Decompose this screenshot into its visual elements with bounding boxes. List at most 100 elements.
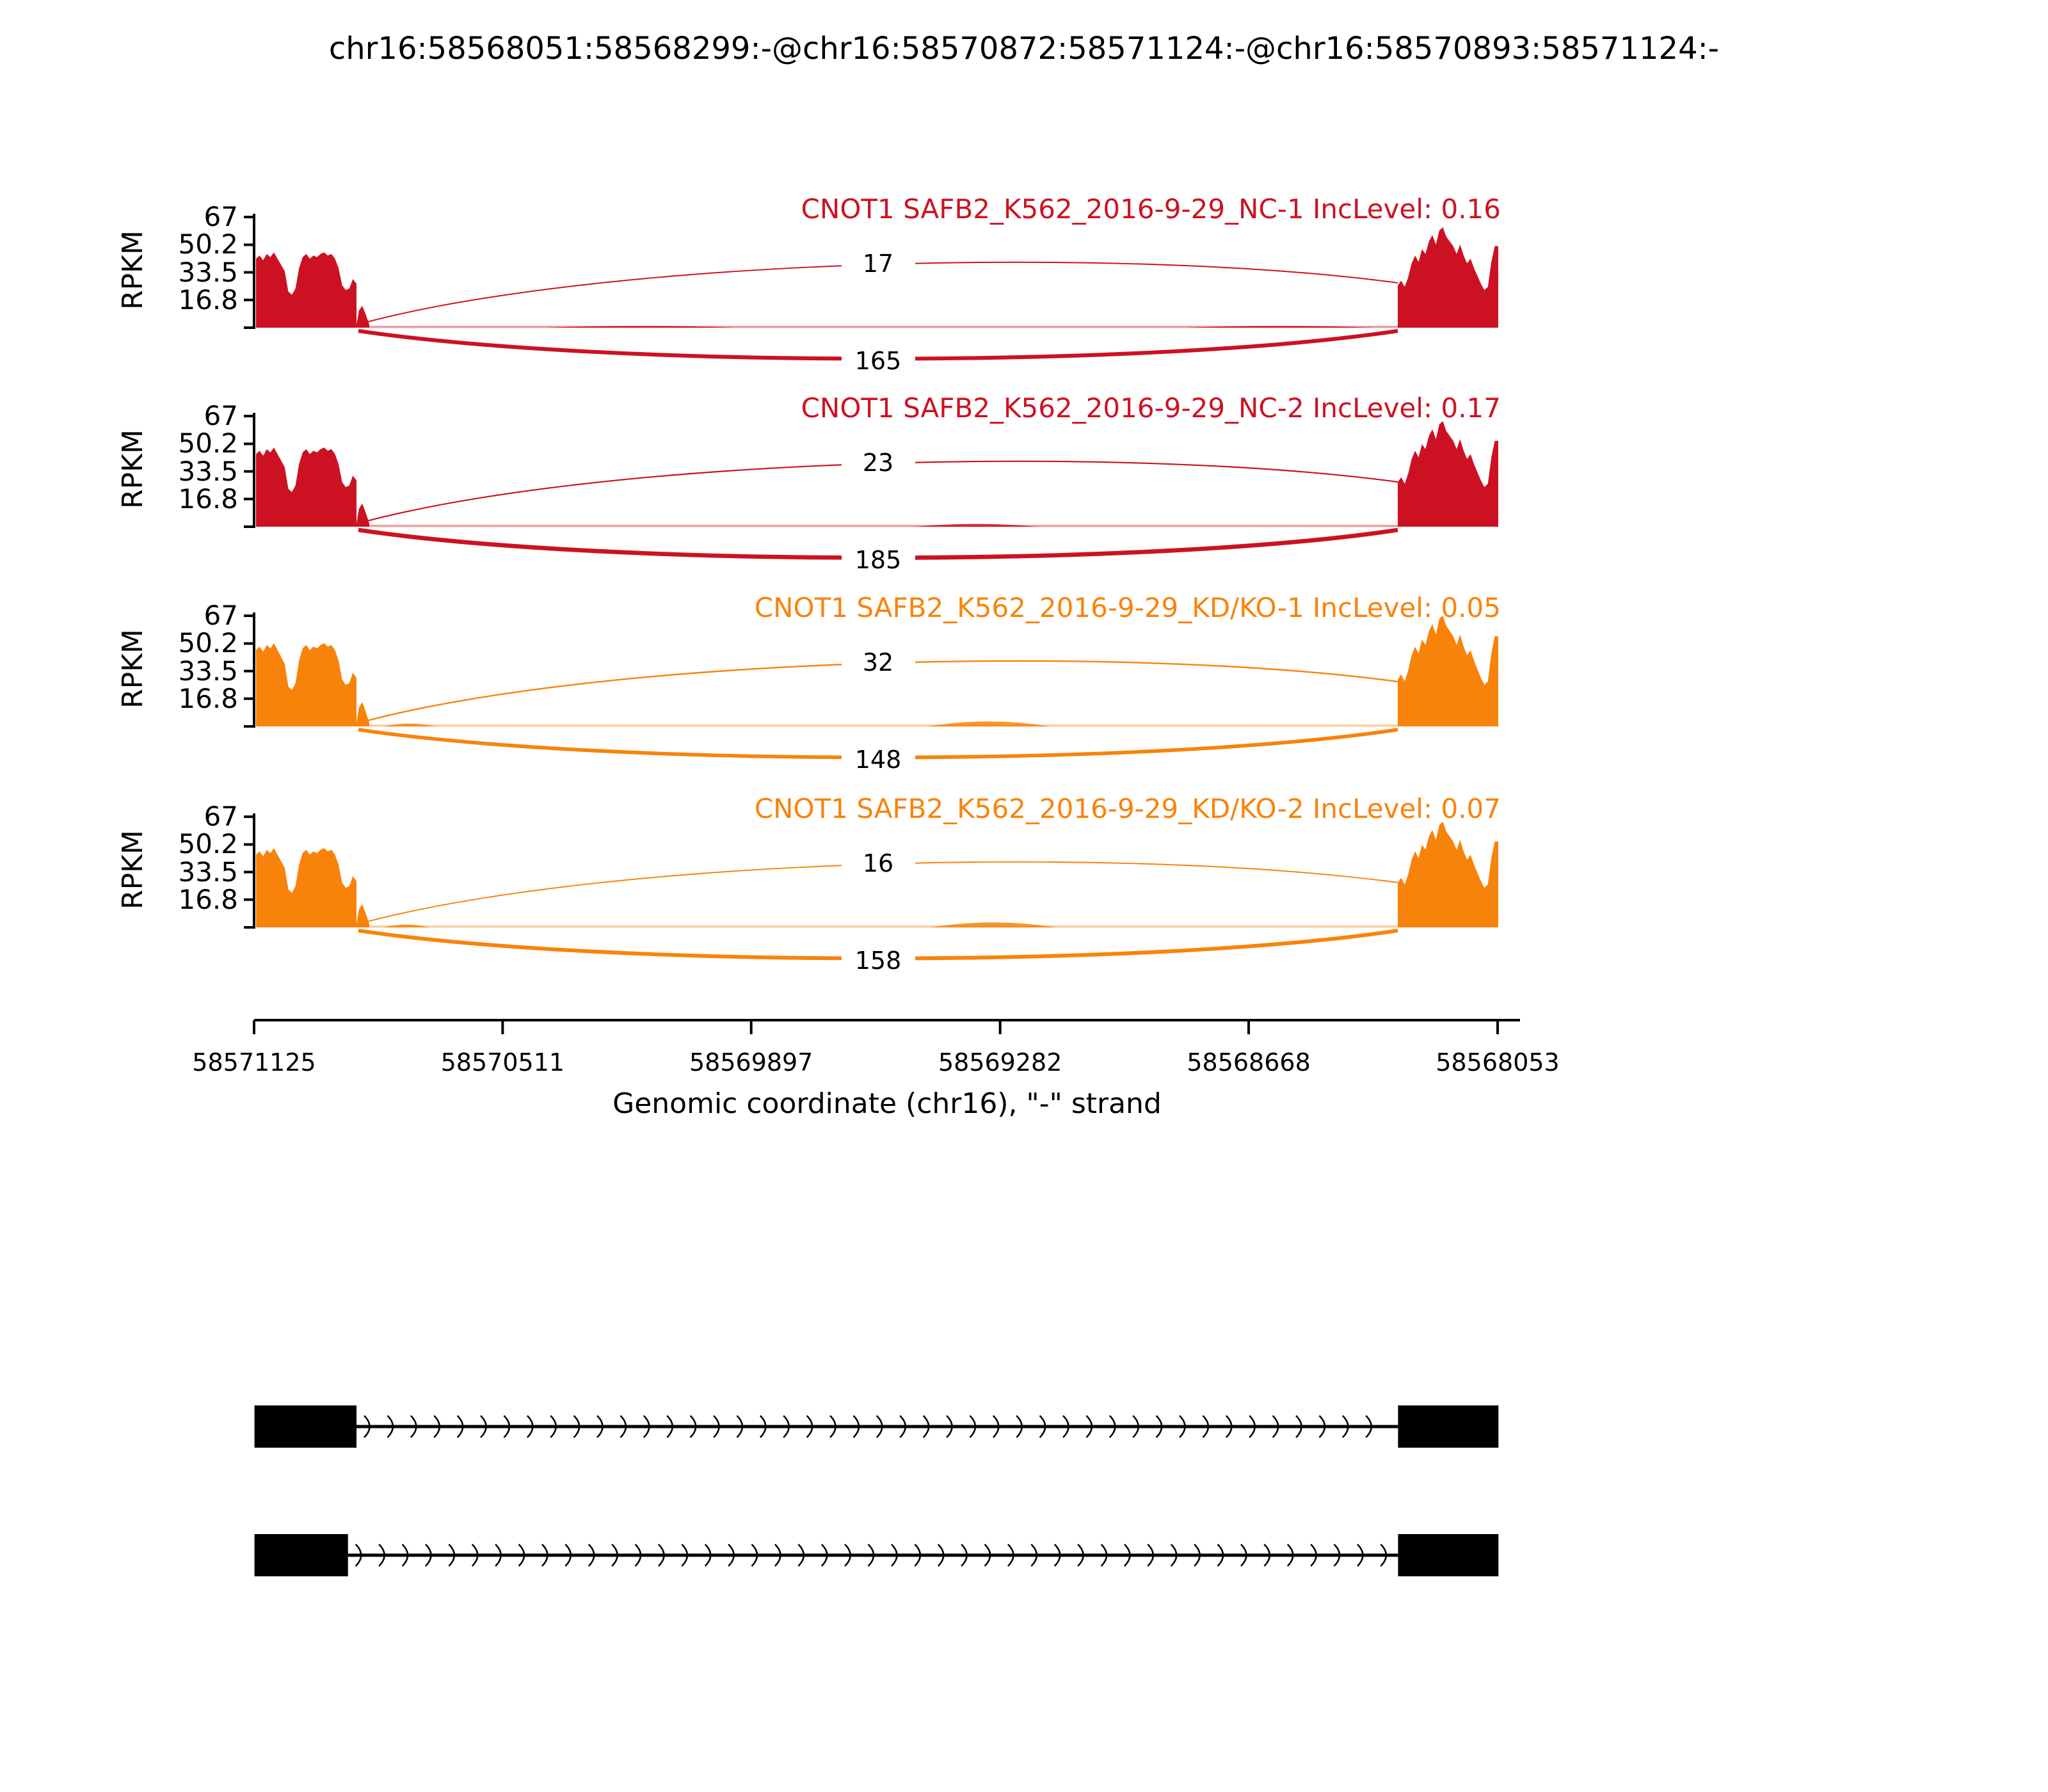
junction-count-upper: 16 <box>862 849 894 877</box>
strand-arrow-icon <box>471 1544 479 1567</box>
strand-arrow-icon <box>1039 1415 1046 1438</box>
strand-arrow-icon <box>937 1544 945 1567</box>
strand-arrow-icon <box>1085 1415 1093 1438</box>
label-gap <box>842 640 915 682</box>
strand-arrow-icon <box>433 1415 440 1438</box>
strand-arrow-icon <box>1053 1544 1061 1567</box>
track-3 <box>244 612 1498 774</box>
strand-arrow-icon <box>899 1415 906 1438</box>
exon-box <box>1398 1405 1499 1448</box>
strand-arrow-icon <box>867 1544 875 1567</box>
intron-coverage-bump <box>384 723 435 726</box>
strand-arrow-icon <box>992 1415 1000 1438</box>
y-tick-label: 16.8 <box>178 682 238 714</box>
label-gap <box>842 947 915 975</box>
strand-arrow-icon <box>1310 1544 1317 1567</box>
intron-baseline-coverage <box>369 925 1398 928</box>
strand-arrow-icon <box>820 1544 828 1567</box>
coverage-downstream-exon <box>1398 420 1498 527</box>
strand-arrow-icon <box>1341 1415 1349 1438</box>
strand-arrow-icon <box>401 1544 409 1567</box>
strand-arrow-icon <box>984 1544 991 1567</box>
y-tick-label: 33.5 <box>178 256 238 288</box>
strand-arrow-icon <box>364 1415 371 1438</box>
junction-count-lower: 165 <box>854 347 902 375</box>
coverage-upstream-exon <box>256 643 356 726</box>
strand-arrow-icon <box>774 1544 781 1567</box>
strand-arrow-icon <box>1100 1544 1108 1567</box>
y-axis-title: RPKM <box>116 429 149 509</box>
strand-arrow-icon <box>1179 1415 1186 1438</box>
strand-arrow-icon <box>480 1415 487 1438</box>
intron-coverage-bump <box>928 721 1050 726</box>
strand-arrow-icon <box>713 1415 720 1438</box>
strand-arrow-icon <box>681 1544 689 1567</box>
intron-baseline-coverage <box>369 724 1398 727</box>
y-tick-label: 50.2 <box>178 228 238 260</box>
strand-arrow-icon <box>1263 1544 1271 1567</box>
y-tick-label: 67 <box>204 801 238 833</box>
y-tick-label: 33.5 <box>178 856 238 888</box>
strand-arrow-icon <box>448 1544 456 1567</box>
y-tick-label: 67 <box>204 400 238 432</box>
coverage-downstream-exon <box>1398 821 1498 927</box>
strand-arrow-icon <box>658 1544 665 1567</box>
strand-arrow-icon <box>1132 1415 1139 1438</box>
strand-arrow-icon <box>1030 1544 1038 1567</box>
junction-count-lower: 158 <box>854 947 902 975</box>
coverage-upstream-exon <box>256 848 356 927</box>
strand-arrow-icon <box>829 1415 836 1438</box>
intron-baseline-coverage <box>369 525 1398 527</box>
strand-arrow-icon <box>1318 1415 1326 1438</box>
junction-count-upper: 32 <box>862 648 894 676</box>
y-tick-label: 16.8 <box>178 883 238 915</box>
strand-arrow-icon <box>550 1415 557 1438</box>
strand-arrow-icon <box>1272 1415 1279 1438</box>
x-tick-label: 58569282 <box>938 1048 1062 1076</box>
coverage-downstream-exon <box>1398 615 1498 726</box>
y-axis-title: RPKM <box>116 230 149 310</box>
strand-arrow-icon <box>946 1415 953 1438</box>
label-gap <box>842 546 915 575</box>
intron-baseline-coverage <box>369 326 1398 328</box>
x-tick-label: 58571125 <box>192 1048 316 1076</box>
track-4 <box>244 813 1498 975</box>
strand-arrow-icon <box>1147 1544 1155 1567</box>
transcript-2 <box>254 1534 1499 1576</box>
strand-arrow-icon <box>876 1415 883 1438</box>
strand-arrow-icon <box>634 1544 642 1567</box>
strand-arrow-icon <box>355 1544 362 1567</box>
strand-arrow-icon <box>1217 1544 1224 1567</box>
strand-arrow-icon <box>573 1415 580 1438</box>
transcript-1 <box>254 1405 1499 1448</box>
strand-arrow-icon <box>564 1544 572 1567</box>
strand-arrow-icon <box>969 1415 977 1438</box>
x-axis-title: Genomic coordinate (chr16), "-" strand <box>612 1087 1162 1120</box>
strand-arrow-icon <box>1077 1544 1084 1567</box>
strand-arrow-icon <box>1124 1544 1131 1567</box>
intron-coverage-bump <box>384 924 429 927</box>
label-gap <box>842 841 915 883</box>
junction-count-lower: 148 <box>854 746 902 774</box>
track-title: CNOT1 SAFB2_K562_2016-9-29_KD/KO-1 IncLe… <box>754 592 1501 623</box>
strand-arrow-icon <box>588 1544 595 1567</box>
strand-arrow-icon <box>844 1544 851 1567</box>
strand-arrow-icon <box>526 1415 534 1438</box>
strand-arrow-icon <box>1249 1415 1256 1438</box>
strand-arrow-icon <box>704 1544 712 1567</box>
strand-arrow-icon <box>410 1415 417 1438</box>
label-gap <box>842 746 915 774</box>
strand-arrow-icon <box>518 1544 525 1567</box>
strand-arrow-icon <box>1333 1544 1341 1567</box>
strand-arrow-icon <box>1155 1415 1163 1438</box>
strand-arrow-icon <box>689 1415 697 1438</box>
strand-arrow-icon <box>1007 1544 1014 1567</box>
intron-coverage-bump <box>915 524 1037 527</box>
y-tick-label: 50.2 <box>178 828 238 860</box>
label-gap <box>842 347 915 376</box>
x-tick-label: 58569897 <box>689 1048 813 1076</box>
intron-coverage-bump <box>931 922 1056 927</box>
track-title: CNOT1 SAFB2_K562_2016-9-29_KD/KO-2 IncLe… <box>754 793 1501 824</box>
y-axis-title: RPKM <box>116 629 149 708</box>
track-2 <box>244 413 1498 575</box>
